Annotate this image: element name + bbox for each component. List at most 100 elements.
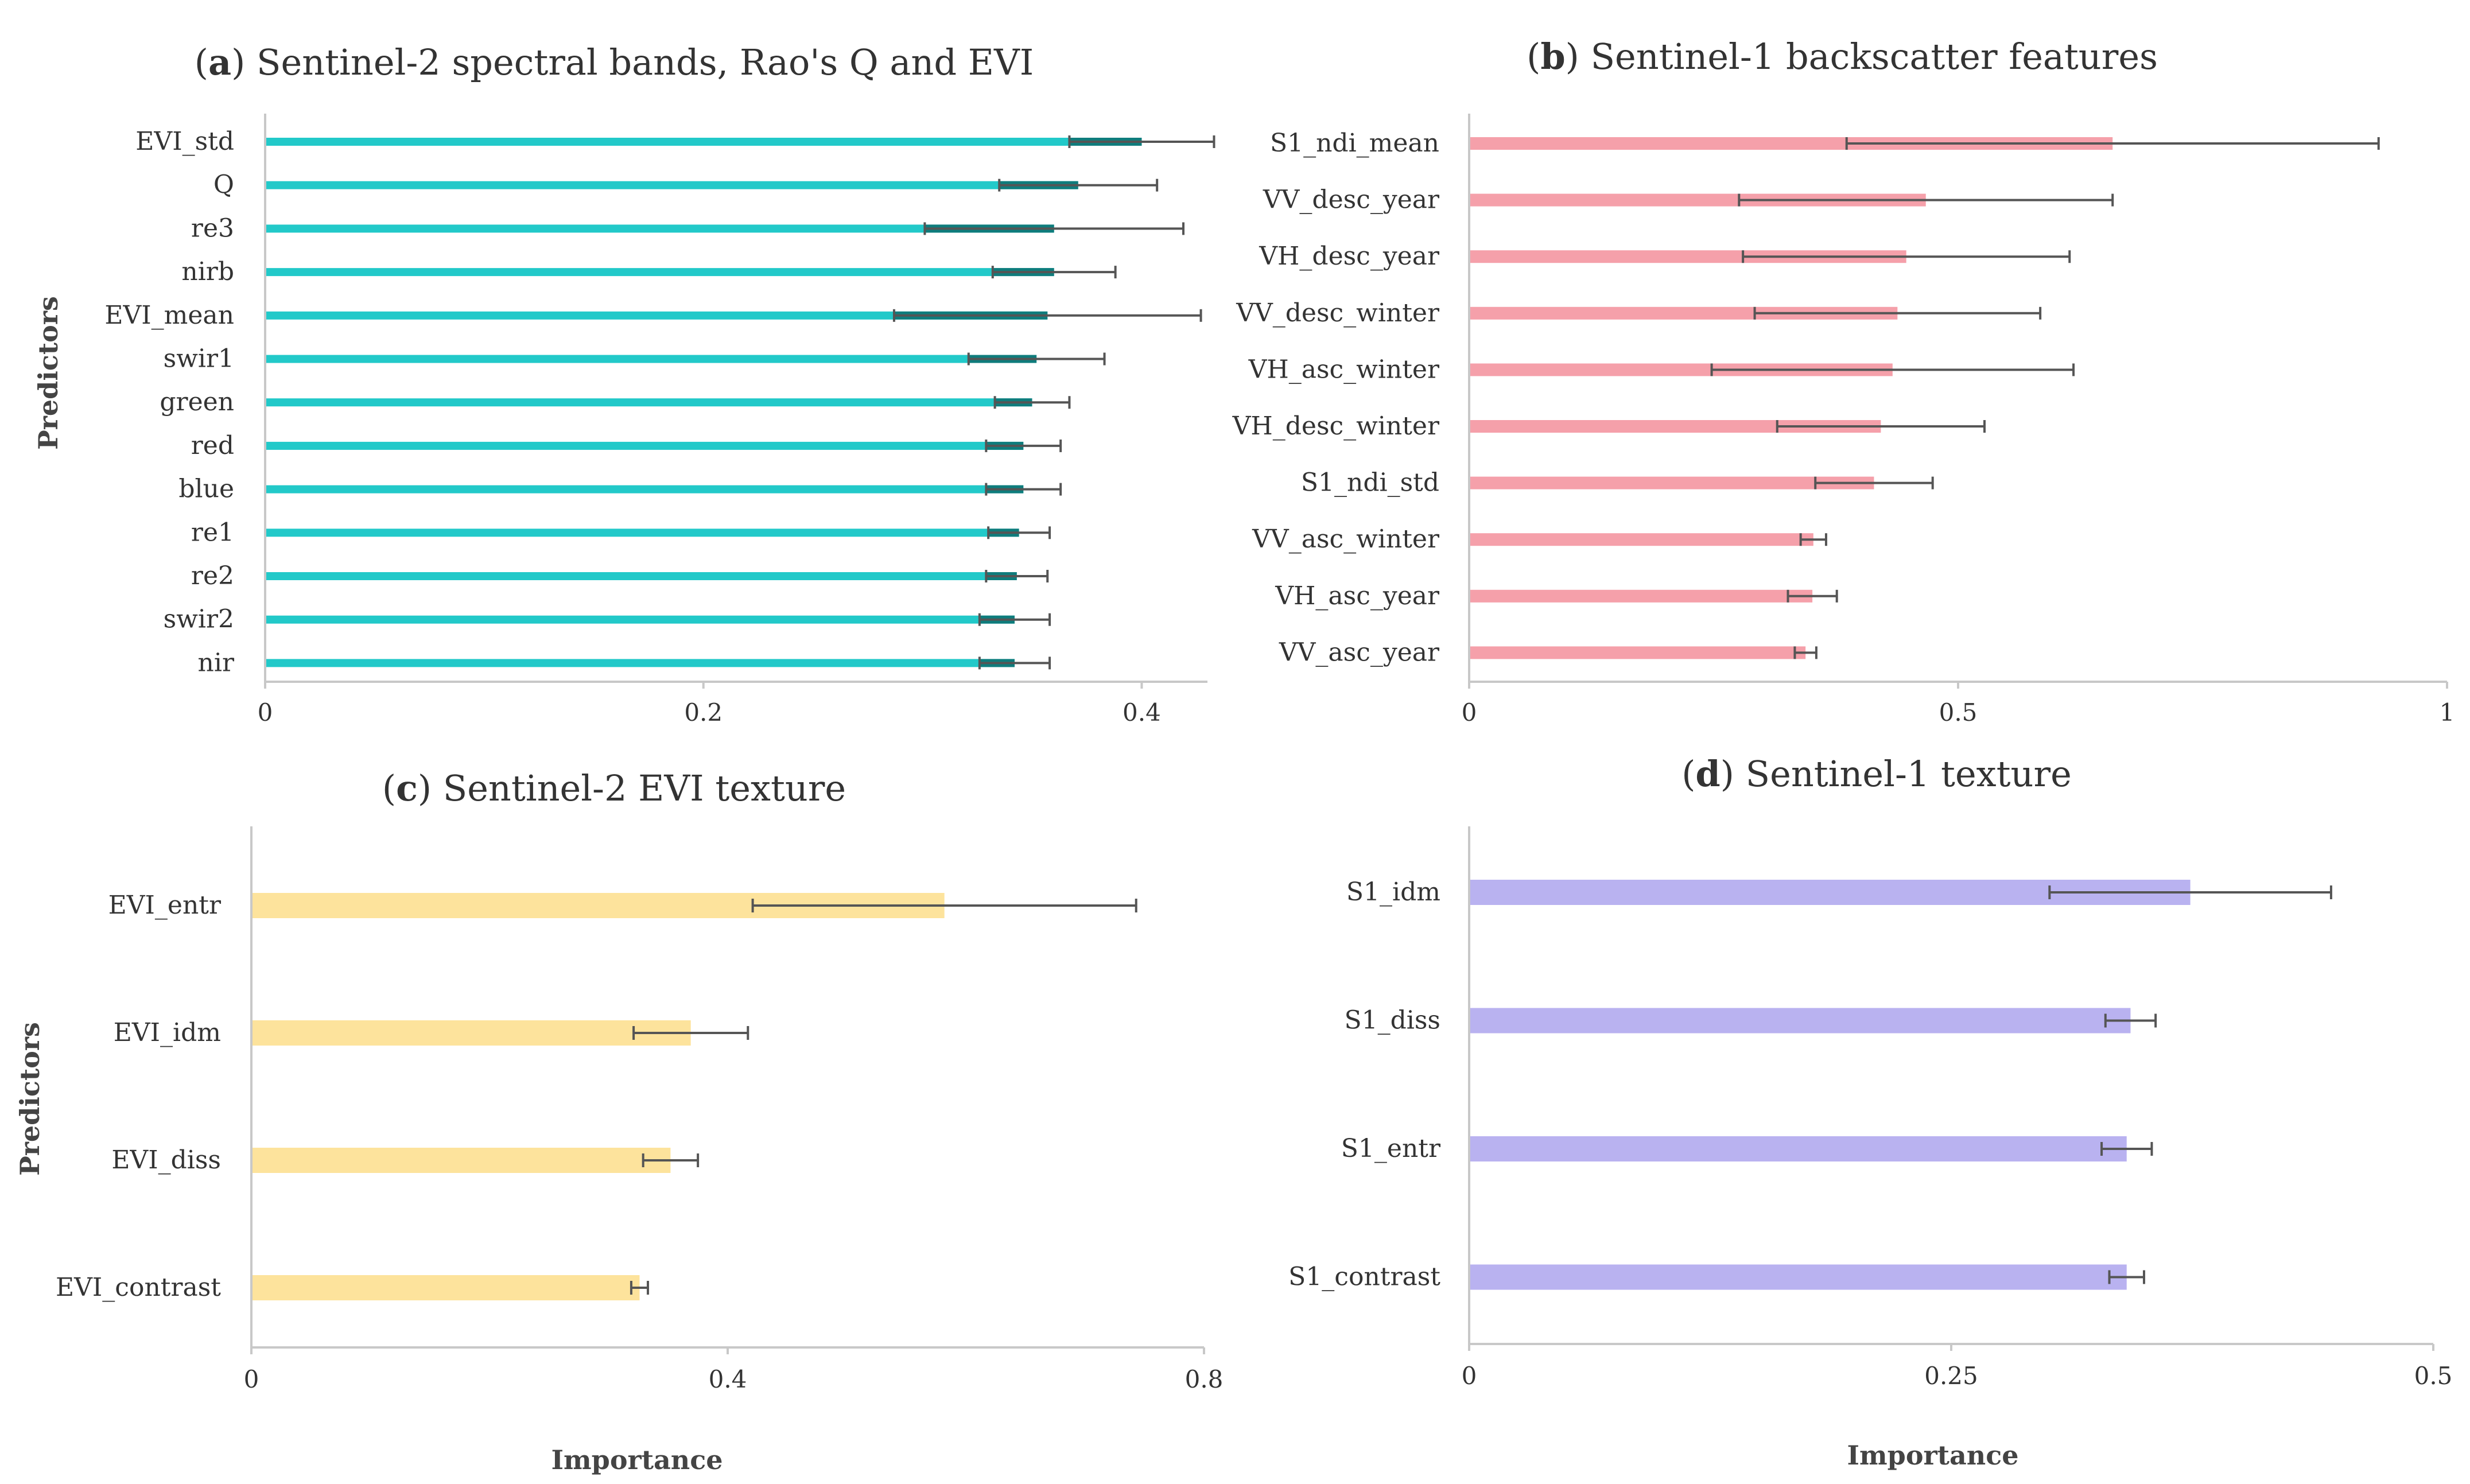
x-tick-label: 0.25 [1924, 1362, 1978, 1390]
bar [1469, 250, 1906, 263]
panel-b-chart: (b) Sentinel-1 backscatter features S1_n… [1232, 36, 2455, 727]
panel-b-x-axis: 0 0.5 1 [1462, 114, 2455, 727]
bar [265, 485, 1024, 494]
panel-d-title-letter: d [1695, 753, 1720, 795]
panel-b-title-letter: b [1540, 36, 1565, 77]
bar [1469, 193, 1926, 207]
category-label: nirb [181, 257, 234, 286]
panel-d-x-axis: 0 0.25 0.5 [1462, 826, 2453, 1390]
category-label: EVI_idm [114, 1018, 221, 1047]
category-label: S1_contrast [1288, 1262, 1440, 1292]
bar [265, 224, 1054, 233]
category-label: VV_desc_winter [1236, 298, 1440, 328]
category-label: EVI_std [135, 127, 234, 156]
bar [265, 311, 1048, 320]
bar [265, 355, 1037, 363]
panel-a-chart: (a) Sentinel-2 spectral bands, Rao's Q a… [33, 41, 1215, 727]
bar [1469, 476, 1874, 490]
x-tick-label: 0.5 [2414, 1362, 2453, 1390]
category-label: nir [198, 648, 235, 677]
category-label: VH_desc_year [1259, 242, 1440, 271]
x-tick-label: 0.2 [684, 698, 723, 727]
category-label: EVI_diss [111, 1145, 221, 1175]
category-label: VV_desc_year [1263, 185, 1440, 215]
panel-c-xlabel: Importance [551, 1444, 723, 1475]
panel-c-ylabel: Predictors [14, 1022, 45, 1176]
bar [265, 572, 1017, 580]
panel-b-category-labels: S1_ndi_mean VV_desc_year VH_desc_year VV_de… [1232, 129, 1440, 667]
bar [265, 529, 1019, 537]
panel-b-title-text: Sentinel-1 backscatter features [1591, 36, 2158, 77]
panel-b-title: (b) Sentinel-1 backscatter features [1527, 36, 2158, 77]
panel-d-title: (d) Sentinel-1 texture [1681, 753, 2072, 795]
panel-a-title-letter: a [208, 41, 231, 83]
bar [265, 441, 1024, 450]
panel-c-title-text: Sentinel-2 EVI texture [443, 767, 846, 809]
panel-c-chart: (c) Sentinel-2 EVI texture Predictors Im… [14, 767, 1223, 1475]
category-label: VV_asc_year [1279, 638, 1440, 667]
bar [1469, 137, 2113, 150]
category-label: EVI_entr [108, 891, 222, 920]
panel-a-x-axis: 0 0.2 0.4 [258, 114, 1207, 727]
category-label: S1_ndi_std [1301, 468, 1439, 498]
bar [265, 398, 1032, 407]
panel-c-title-letter: c [396, 767, 418, 809]
bar [1469, 363, 1893, 376]
bar [265, 659, 1015, 667]
panel-a-title: (a) Sentinel-2 spectral bands, Rao's Q a… [195, 41, 1034, 83]
panel-a-title-text: Sentinel-2 spectral bands, Rao's Q and E… [257, 41, 1034, 83]
bar [251, 1148, 671, 1173]
category-label: VH_desc_winter [1232, 411, 1440, 441]
x-tick-label: 0 [258, 698, 273, 727]
category-label: S1_diss [1344, 1006, 1440, 1035]
bar [265, 615, 1015, 624]
panel-a-bars [265, 135, 1215, 670]
x-tick-label: 0 [1462, 1362, 1477, 1390]
category-label: VH_asc_winter [1248, 355, 1440, 384]
bar [265, 181, 1078, 189]
x-tick-label: 0 [1462, 698, 1477, 727]
panel-d-category-labels: S1_idm S1_diss S1_entr S1_contrast [1288, 877, 1441, 1292]
x-tick-label: 0.4 [709, 1365, 747, 1393]
category-label: swir1 [164, 344, 234, 374]
panel-c-x-axis: 0 0.4 0.8 [244, 826, 1224, 1393]
panel-a-ylabel: Predictors [33, 296, 64, 450]
category-label: S1_entr [1341, 1134, 1441, 1163]
category-label: green [160, 387, 234, 417]
bar [265, 268, 1054, 277]
category-label: re3 [191, 213, 234, 243]
panel-d-xlabel: Importance [1847, 1440, 2018, 1471]
panel-c-title: (c) Sentinel-2 EVI texture [382, 767, 846, 809]
category-label: blue [178, 475, 234, 504]
bar [1469, 1136, 2127, 1161]
x-tick-label: 0.5 [1939, 698, 1978, 727]
category-label: swir2 [164, 605, 234, 634]
category-label: S1_ndi_mean [1270, 129, 1439, 158]
x-tick-label: 0.4 [1123, 698, 1161, 727]
panel-d-bars [1469, 880, 2332, 1290]
panel-d-chart: (d) Sentinel-1 texture Importance S1_idm… [1288, 753, 2452, 1471]
category-label: VV_asc_winter [1252, 525, 1440, 554]
panel-c-category-labels: EVI_entr EVI_idm EVI_diss EVI_contrast [56, 891, 222, 1302]
category-label: re2 [191, 561, 234, 591]
bar [1469, 589, 1813, 603]
bar [265, 138, 1142, 146]
panel-d-title-text: Sentinel-1 texture [1746, 753, 2072, 795]
category-label: S1_idm [1346, 877, 1440, 907]
bar [251, 1020, 691, 1046]
category-label: VH_asc_year [1275, 581, 1440, 611]
x-tick-label: 0.8 [1185, 1365, 1224, 1393]
bar [251, 1275, 640, 1300]
panel-b-bars [1469, 137, 2380, 659]
bar [1469, 646, 1806, 659]
x-tick-label: 0 [244, 1365, 259, 1393]
panel-c-bars [251, 893, 1137, 1300]
bar [1469, 306, 1898, 320]
category-label: re1 [191, 518, 234, 547]
bar [1469, 1264, 2127, 1290]
bar [1469, 533, 1813, 546]
bar [1469, 1008, 2131, 1034]
category-label: Q [213, 170, 234, 200]
